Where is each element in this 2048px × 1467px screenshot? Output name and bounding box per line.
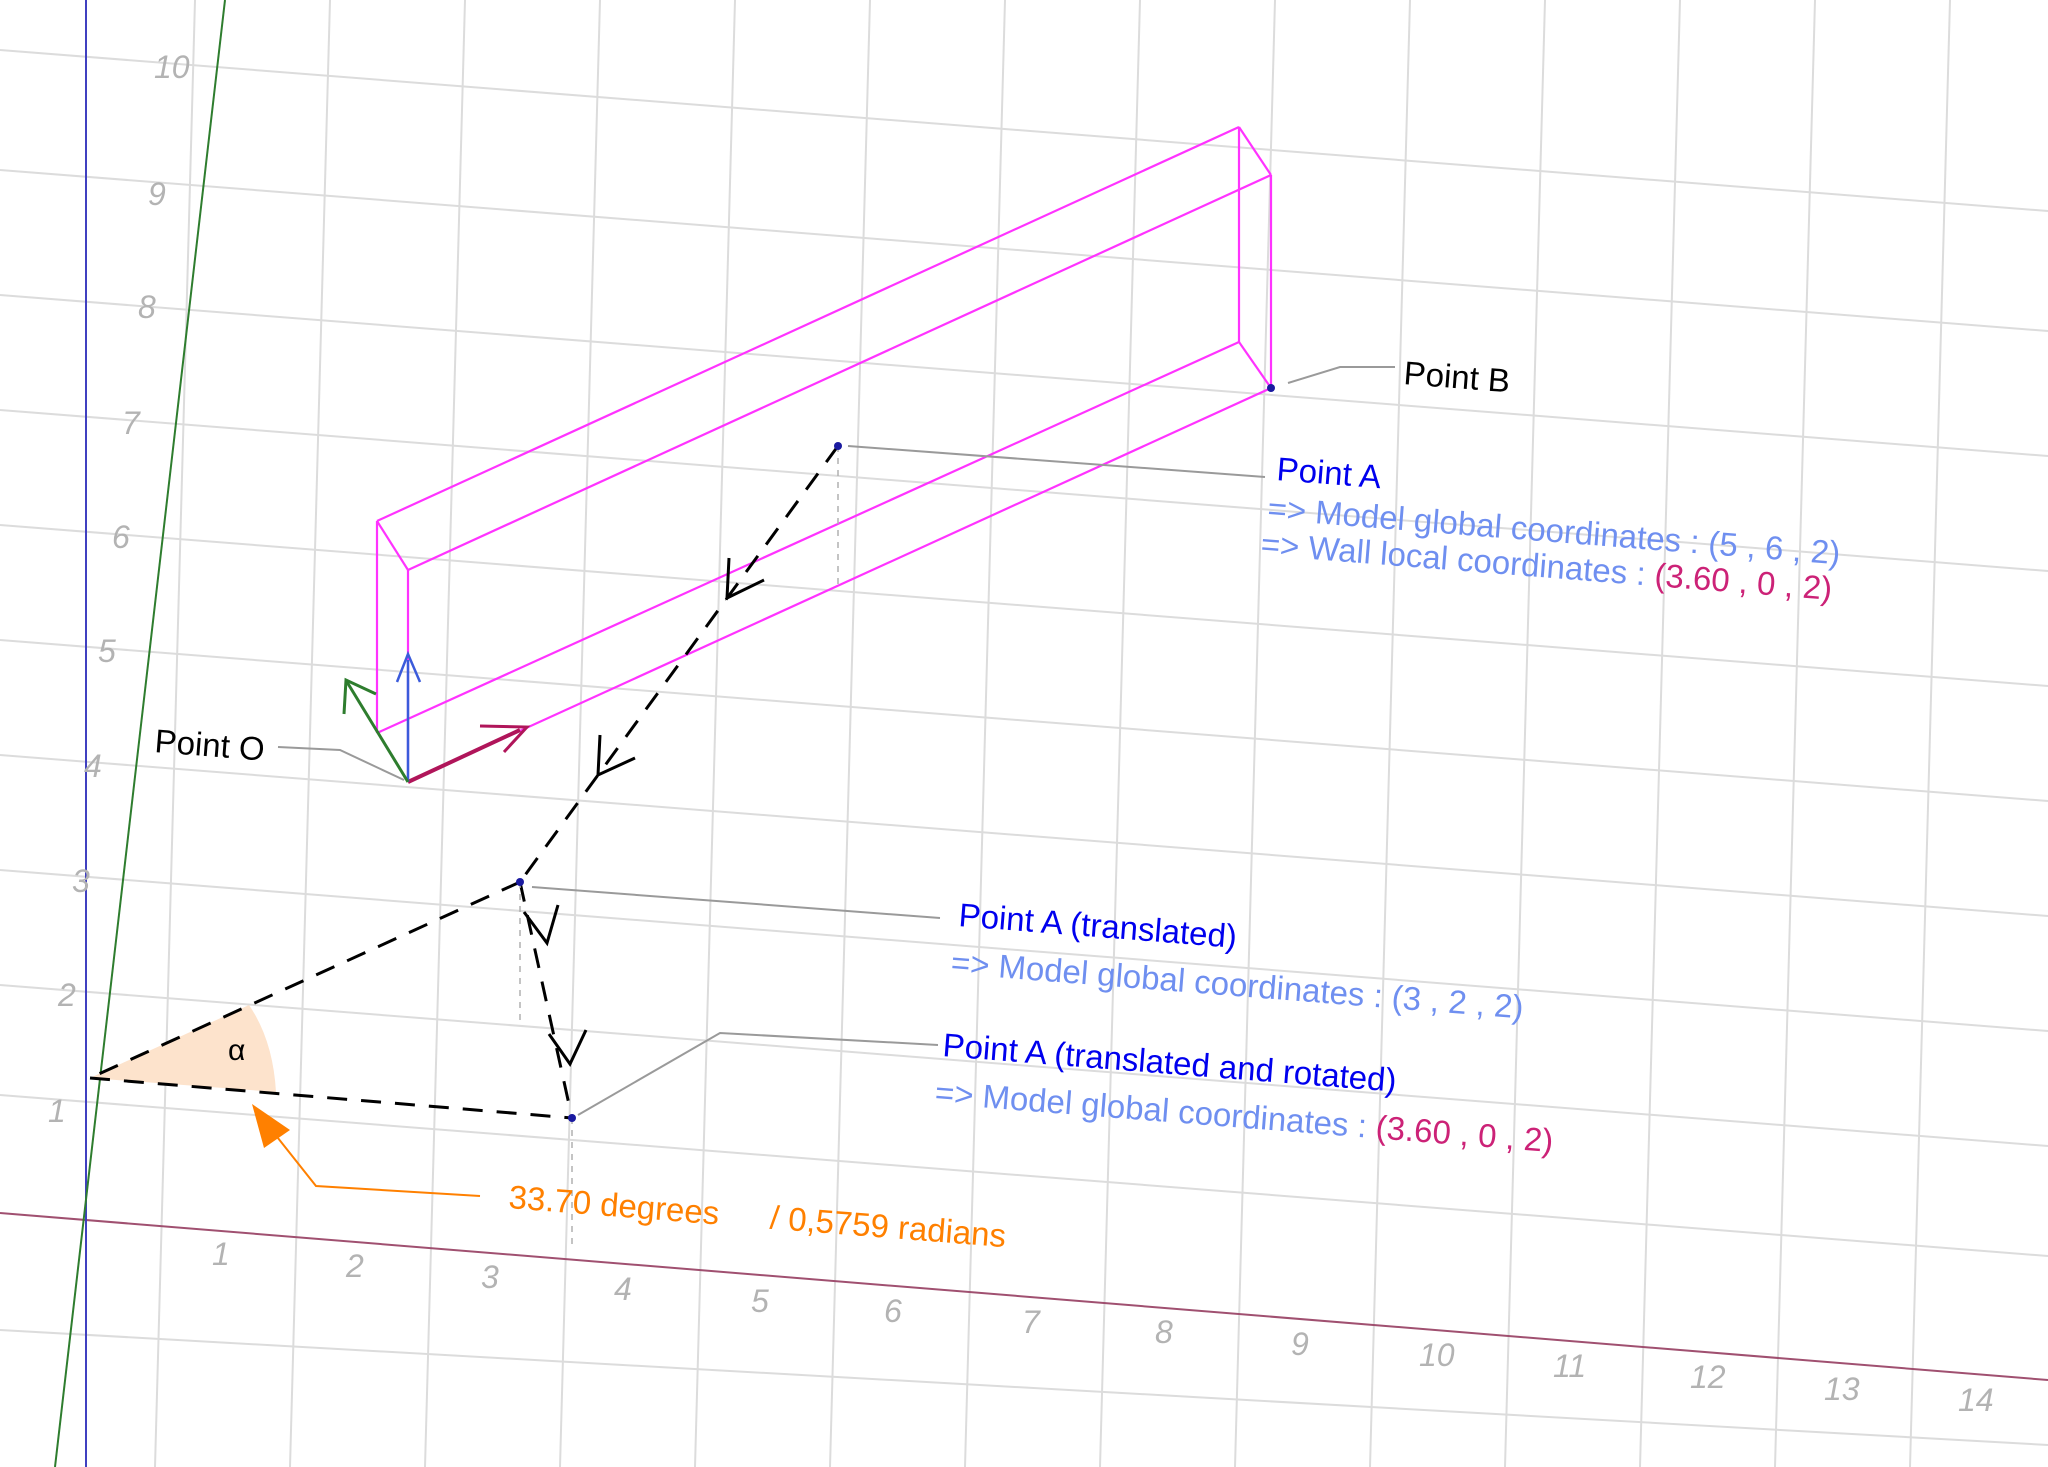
point-o-label: Point O: [153, 722, 266, 768]
transform-path: [89, 445, 840, 1245]
point-a-translated-coords: => Model global coordinates : (3 , 2 , 2…: [950, 944, 1525, 1026]
x-tick-12: 12: [1690, 1359, 1726, 1395]
local-x-arrowhead: [479, 724, 531, 754]
point-a-rotated-marker[interactable]: [568, 1114, 576, 1122]
x-tick-2: 2: [345, 1248, 364, 1284]
x-tick-7: 7: [1022, 1304, 1041, 1340]
point-a-translated-title: Point A (translated): [957, 896, 1238, 955]
point-b-label: Point B: [1402, 354, 1511, 399]
angle-alpha-label: α: [228, 1034, 245, 1067]
local-y-arrowhead: [342, 677, 377, 715]
x-tick-3: 3: [481, 1259, 499, 1295]
local-x-arrow: [407, 728, 521, 784]
angle-value-annotation: 33.70 degrees / 0,5759 radians: [507, 1178, 1007, 1254]
angle-sector: [90, 1005, 276, 1092]
z-axis-line: [54, 0, 226, 1467]
leader-lines: [277, 366, 1395, 1116]
point-a-title: Point A: [1275, 450, 1382, 495]
y-axis-ticks: 1 2 3 4 5 6 7 8 9 10: [48, 49, 190, 1129]
point-b-marker[interactable]: [1267, 384, 1275, 392]
y-tick-1: 1: [48, 1093, 66, 1129]
y-tick-10: 10: [154, 49, 190, 85]
x-tick-8: 8: [1155, 1314, 1173, 1350]
y-tick-7: 7: [122, 405, 141, 441]
y-tick-4: 4: [84, 748, 102, 784]
angle-pointer: [252, 1104, 481, 1197]
x-tick-13: 13: [1824, 1371, 1860, 1407]
x-tick-10: 10: [1419, 1337, 1455, 1373]
point-a-rotated-value: (3.60 , 0 , 2): [1374, 1108, 1554, 1159]
x-tick-9: 9: [1291, 1326, 1309, 1362]
local-z-arrowhead: [395, 650, 422, 683]
x-tick-1: 1: [212, 1236, 230, 1272]
point-a-translated-annotation: Point A (translated) => Model global coo…: [950, 896, 1525, 1026]
local-y-arrow: [345, 681, 410, 783]
wall-prism: [375, 125, 1273, 784]
y-tick-8: 8: [138, 289, 156, 325]
point-a-translated-marker[interactable]: [516, 878, 524, 886]
point-a-marker[interactable]: [834, 442, 842, 450]
y-tick-2: 2: [57, 977, 76, 1013]
x-axis-ticks: 1 2 3 4 5 6 7 8 9 10 11 12 13 14: [212, 1236, 1994, 1418]
angle-degrees: 33.70 degrees: [507, 1178, 720, 1231]
x-tick-4: 4: [614, 1271, 632, 1307]
x-tick-5: 5: [751, 1283, 769, 1319]
local-frame: [342, 650, 531, 784]
x-tick-6: 6: [884, 1293, 902, 1329]
y-tick-6: 6: [112, 519, 130, 555]
x-tick-14: 14: [1958, 1382, 1994, 1418]
x-tick-11: 11: [1553, 1348, 1586, 1384]
point-a-annotation: Point A => Model global coordinates : (5…: [1260, 450, 1842, 607]
x-axis-line: [0, 1212, 2048, 1381]
y-tick-9: 9: [148, 176, 166, 212]
y-tick-5: 5: [98, 633, 116, 669]
y-tick-3: 3: [72, 863, 90, 899]
